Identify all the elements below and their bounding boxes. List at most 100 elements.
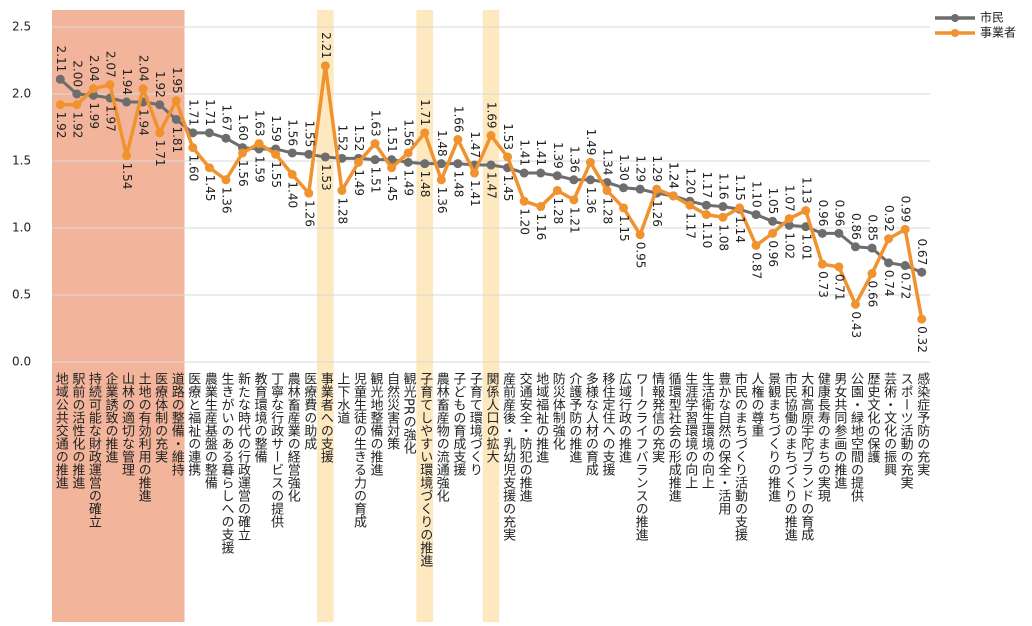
data-label: 2.04 [137, 55, 151, 82]
point [171, 96, 181, 106]
point [867, 269, 877, 279]
point [635, 184, 645, 194]
point [271, 149, 281, 159]
point [734, 203, 744, 213]
data-label: 1.36 [567, 146, 581, 173]
x-tick-label: 豊かな自然の保全・活用 [715, 372, 731, 516]
x-tick-label: 道路の整備・維持 [169, 372, 185, 476]
x-tick-label: 地域公共交通の推進 [53, 372, 69, 490]
point [221, 133, 231, 143]
data-label: 1.16 [534, 214, 548, 241]
data-label: 1.48 [451, 171, 465, 198]
point [503, 152, 513, 162]
point [817, 228, 827, 238]
data-label: 1.28 [335, 197, 349, 224]
data-label: 1.47 [468, 131, 482, 158]
x-tick-label: 新たな時代の行政運営の確立 [235, 371, 251, 541]
data-label: 0.96 [816, 200, 830, 227]
x-tick-label: 防災体制強化 [550, 371, 566, 451]
highlight-band [52, 10, 185, 622]
point [751, 210, 761, 220]
y-tick-label: 2.5 [12, 20, 31, 34]
data-label: 1.14 [733, 216, 747, 243]
y-tick-label: 1.5 [12, 154, 31, 168]
data-label: 2.21 [319, 32, 333, 59]
point [867, 243, 877, 253]
data-label: 0.86 [849, 213, 863, 240]
x-tick-label: 生活衛生環境の向上 [699, 372, 715, 489]
data-label: 1.52 [335, 125, 349, 152]
point [884, 234, 894, 244]
data-label: 1.28 [551, 197, 565, 224]
point [602, 185, 612, 195]
data-label: 1.15 [617, 215, 631, 242]
point [718, 202, 728, 212]
x-tick-label: 医療と福祉の連携 [185, 372, 201, 476]
data-label: 1.17 [683, 212, 697, 239]
x-tick-label: 生涯学習環境の向上 [682, 372, 698, 489]
data-label: 1.99 [87, 102, 101, 129]
x-tick-label: 景観まちづくりの推進 [765, 372, 781, 503]
data-label: 1.39 [551, 142, 565, 169]
x-tick-label: 観光地整備の推進 [368, 372, 384, 477]
point [469, 168, 479, 178]
y-tick-label: 1.0 [12, 221, 31, 235]
point [204, 128, 214, 138]
data-label: 1.47 [485, 172, 499, 199]
data-label: 0.92 [882, 205, 896, 232]
data-label: 1.51 [385, 126, 399, 153]
data-label: 0.99 [899, 196, 913, 223]
data-label: 1.10 [700, 222, 714, 249]
data-label: 1.30 [617, 154, 631, 181]
legend-label: 市民 [980, 10, 1004, 25]
data-label: 1.17 [700, 172, 714, 199]
data-label: 1.20 [518, 208, 532, 235]
point [569, 175, 579, 185]
data-label: 1.71 [186, 99, 200, 126]
x-tick-label: 情報発信の充実 [649, 372, 665, 463]
point [304, 149, 314, 159]
data-label: 1.24 [667, 162, 681, 189]
point [751, 240, 761, 250]
data-label: 1.53 [501, 123, 515, 150]
point [486, 160, 496, 170]
data-label: 1.59 [269, 115, 283, 142]
data-label: 1.71 [203, 99, 217, 126]
x-tick-label: 交通安全・防犯の推進 [517, 371, 533, 503]
point [238, 148, 248, 158]
data-label: 1.36 [435, 187, 449, 214]
point [122, 151, 132, 161]
point [72, 89, 82, 99]
data-label: 2.04 [87, 55, 101, 82]
point [320, 61, 330, 71]
x-tick-label: 自然災害対策 [384, 372, 400, 450]
x-tick-label: 持続可能な財政運営の確立 [86, 372, 102, 528]
point [652, 184, 662, 194]
data-label: 1.29 [634, 155, 648, 182]
data-label: 1.92 [153, 71, 167, 98]
data-label: 1.26 [650, 200, 664, 227]
data-label: 1.56 [402, 119, 416, 146]
point [701, 210, 711, 220]
data-label: 1.63 [369, 110, 383, 137]
point [254, 139, 264, 149]
point [370, 139, 380, 149]
data-label: 1.92 [54, 112, 68, 139]
point [635, 230, 645, 240]
data-label: 0.32 [915, 326, 929, 353]
point [536, 168, 546, 178]
point [88, 84, 98, 94]
data-label: 0.66 [866, 281, 880, 308]
data-label: 0.43 [849, 311, 863, 338]
point [138, 84, 148, 94]
x-tick-label: 大和高原宇陀ブランドの育成 [798, 372, 814, 542]
data-label: 1.45 [385, 175, 399, 202]
x-tick-label: 駅前の活性化の推進 [69, 372, 85, 490]
data-label: 1.56 [236, 160, 250, 187]
data-label: 2.11 [54, 46, 68, 73]
x-tick-label: ワークライフバランスの推進 [633, 372, 649, 542]
point [436, 159, 446, 169]
data-label: 1.20 [683, 167, 697, 194]
data-label: 1.51 [369, 167, 383, 194]
point [552, 171, 562, 181]
